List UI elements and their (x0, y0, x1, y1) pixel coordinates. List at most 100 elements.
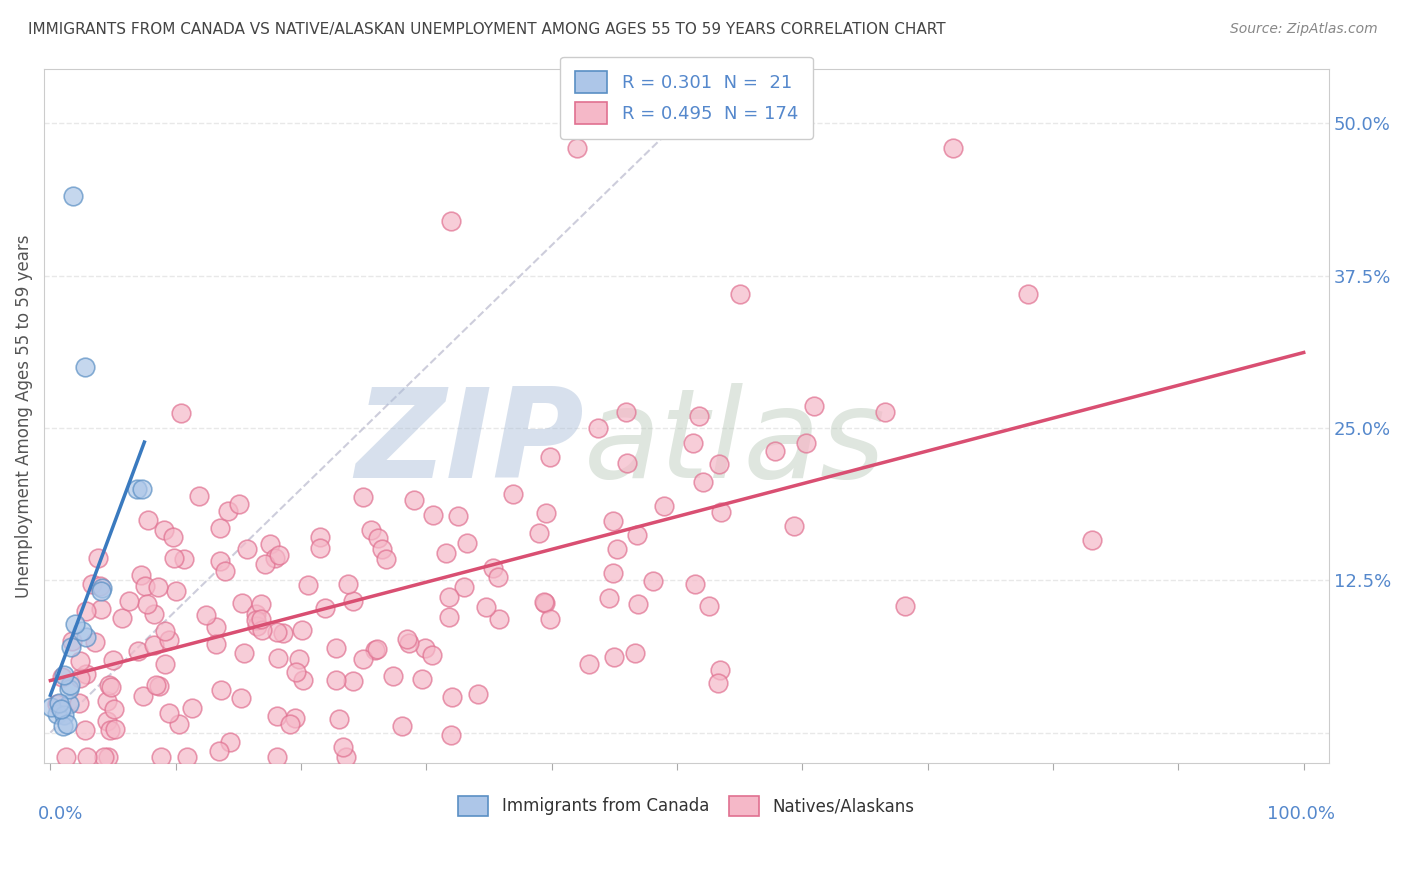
Text: IMMIGRANTS FROM CANADA VS NATIVE/ALASKAN UNEMPLOYMENT AMONG AGES 55 TO 59 YEARS : IMMIGRANTS FROM CANADA VS NATIVE/ALASKAN… (28, 22, 946, 37)
Point (440, 690, 463, 705)
Point (337, 577, 360, 591)
Point (565, 141, 588, 155)
Point (162, 530, 184, 544)
Point (217, 503, 239, 517)
Point (207, 744, 229, 758)
Point (229, 691, 252, 706)
Text: atlas: atlas (583, 383, 886, 504)
Point (623, 646, 645, 660)
Point (291, 673, 314, 687)
Point (214, 565, 236, 579)
Point (314, 601, 336, 615)
Point (440, 728, 463, 742)
Point (422, 648, 444, 662)
Point (245, 607, 267, 621)
Point (62, 189, 84, 203)
Point (59, 678, 82, 692)
Point (606, 542, 628, 557)
Point (360, 523, 382, 537)
Point (100, 680, 122, 694)
Y-axis label: Unemployment Among Ages 55 to 59 years: Unemployment Among Ages 55 to 59 years (15, 234, 32, 598)
Point (894, 599, 917, 614)
Point (447, 509, 470, 524)
Point (363, 643, 385, 657)
Point (90, 602, 112, 616)
Point (437, 610, 460, 624)
Point (53, 668, 76, 682)
Point (266, 709, 288, 723)
Point (250, 624, 273, 638)
Point (371, 542, 394, 557)
Point (39, 700, 62, 714)
Point (434, 546, 457, 560)
Point (682, 435, 704, 450)
Point (173, 552, 195, 566)
Point (75, 360, 97, 375)
Point (48, 696, 70, 710)
Point (706, 676, 728, 690)
Point (236, 541, 259, 556)
Point (391, 719, 413, 733)
Point (246, 618, 269, 632)
Point (342, 674, 364, 689)
Point (440, 214, 463, 228)
Point (578, 657, 600, 671)
Point (55, 750, 77, 764)
Point (97, 750, 120, 764)
Point (411, 672, 433, 686)
Point (96, 694, 118, 708)
Point (83, 634, 105, 648)
Point (250, 597, 273, 611)
Point (382, 669, 405, 683)
Point (165, 584, 187, 599)
Point (129, 568, 152, 582)
Point (52, 719, 75, 733)
Point (709, 457, 731, 471)
Point (453, 580, 475, 594)
Point (287, 652, 309, 666)
Point (142, 638, 165, 652)
Point (488, 570, 510, 584)
Point (101, 653, 124, 667)
Point (456, 536, 478, 550)
Point (1017, 287, 1039, 301)
Point (75, 667, 97, 681)
Point (533, 595, 555, 609)
Point (46, 707, 69, 722)
Point (626, 528, 648, 542)
Point (208, 554, 231, 568)
Point (264, 551, 287, 566)
Point (502, 487, 524, 501)
Point (803, 400, 825, 414)
Point (58, 682, 80, 697)
Point (328, 712, 350, 726)
Point (125, 482, 148, 496)
Point (134, 579, 156, 593)
Point (342, 594, 364, 608)
Point (49, 702, 72, 716)
Point (163, 550, 186, 565)
Point (352, 491, 374, 505)
Point (942, 141, 965, 155)
Point (93, 750, 115, 764)
Point (67, 697, 90, 711)
Point (145, 678, 167, 692)
Point (60, 634, 83, 648)
Point (104, 723, 127, 737)
Point (271, 626, 294, 640)
Point (143, 607, 166, 621)
Point (309, 541, 332, 556)
Point (683, 577, 706, 591)
Point (69, 671, 91, 685)
Point (352, 652, 374, 666)
Point (267, 548, 290, 562)
Point (652, 500, 675, 514)
Point (58, 698, 80, 712)
Point (325, 641, 347, 656)
Point (46, 697, 69, 711)
Point (527, 525, 550, 540)
Point (157, 632, 180, 647)
Point (118, 594, 141, 608)
Point (89, 578, 111, 592)
Point (692, 475, 714, 489)
